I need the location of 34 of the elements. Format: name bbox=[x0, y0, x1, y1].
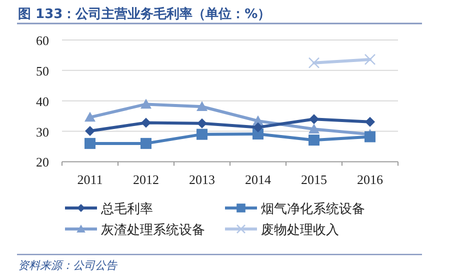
y-tick-label: 30 bbox=[36, 124, 49, 140]
point bbox=[364, 131, 376, 142]
x-tick-label: 2013 bbox=[189, 172, 215, 187]
point bbox=[140, 138, 152, 149]
point bbox=[84, 112, 96, 122]
text: 资料来源：公司公告 bbox=[18, 259, 118, 272]
point bbox=[196, 128, 208, 140]
y-tick-label: 50 bbox=[36, 63, 49, 78]
point bbox=[364, 54, 376, 66]
legend-label: 烟气净化系统设备 bbox=[261, 201, 365, 216]
point bbox=[140, 98, 152, 109]
point bbox=[196, 101, 208, 112]
legend-label: 灰渣处理系统设备 bbox=[101, 222, 205, 237]
point bbox=[365, 116, 375, 127]
x-tick-label: 2012 bbox=[133, 172, 159, 187]
point bbox=[85, 126, 95, 136]
x-tick-label: 2014 bbox=[245, 172, 272, 187]
point bbox=[308, 134, 320, 146]
point bbox=[308, 57, 320, 68]
point bbox=[308, 124, 320, 134]
x-tick-label: 2015 bbox=[301, 172, 327, 187]
x-tick-label: 2011 bbox=[77, 172, 103, 187]
point bbox=[309, 114, 319, 124]
point bbox=[141, 118, 151, 128]
chart-title: 图 133：公司主营业务毛利率（单位：%） bbox=[18, 6, 271, 22]
y-tick-label: 20 bbox=[36, 154, 49, 170]
point bbox=[84, 138, 96, 149]
y-tick-label: 60 bbox=[36, 33, 49, 48]
point bbox=[253, 122, 263, 132]
legend-label: 总毛利率 bbox=[100, 201, 153, 216]
point bbox=[197, 118, 207, 128]
y-tick-label: 40 bbox=[36, 94, 49, 109]
legend-label: 废物处理收入 bbox=[261, 222, 339, 237]
x-tick-label: 2016 bbox=[357, 172, 384, 187]
